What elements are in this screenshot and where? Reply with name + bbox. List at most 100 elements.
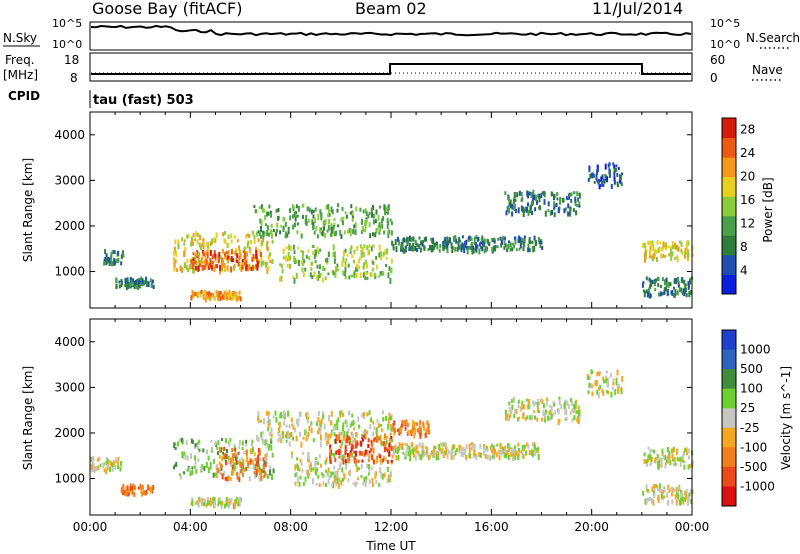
heatmap-cell	[247, 461, 250, 466]
heatmap-cell	[365, 476, 368, 481]
heatmap-cell	[649, 241, 652, 245]
heatmap-cell	[642, 490, 645, 496]
colorbar-band	[722, 196, 736, 217]
heatmap-cell	[129, 485, 132, 491]
heatmap-cell	[309, 272, 312, 278]
heatmap-cell	[283, 414, 286, 420]
heatmap-cell	[346, 431, 349, 437]
heatmap-cell	[526, 415, 529, 420]
heatmap-cell	[113, 258, 116, 265]
heatmap-cell	[287, 251, 290, 257]
heatmap-cell	[356, 477, 359, 481]
heatmap-cell	[241, 259, 244, 263]
heatmap-cell	[533, 235, 536, 241]
heatmap-cell	[183, 471, 185, 475]
heatmap-cell	[237, 259, 240, 265]
heatmap-cell	[644, 498, 647, 505]
heatmap-cell	[486, 448, 489, 453]
heatmap-cell	[651, 486, 654, 492]
heatmap-cell	[289, 432, 291, 438]
heatmap-cell	[371, 443, 374, 448]
heatmap-cell	[138, 280, 141, 285]
heatmap-cell	[441, 448, 444, 454]
heatmap-cell	[671, 245, 674, 249]
heatmap-cell	[250, 266, 253, 271]
heatmap-cell	[379, 423, 382, 427]
heatmap-cell	[528, 399, 531, 405]
heatmap-cell	[613, 164, 616, 169]
heatmap-cell	[594, 380, 597, 386]
heatmap-cell	[516, 192, 519, 197]
heatmap-cell	[402, 451, 405, 455]
heatmap-cell	[424, 445, 427, 450]
heatmap-cell	[312, 438, 315, 443]
heatmap-cell	[666, 289, 669, 294]
heatmap-cell	[424, 237, 427, 242]
heatmap-cell	[336, 437, 339, 442]
heatmap-cell	[351, 439, 354, 444]
heatmap-cell	[118, 284, 121, 289]
heatmap-cell	[174, 442, 177, 446]
heatmap-cell	[533, 401, 536, 407]
heatmap-cell	[410, 429, 413, 434]
heatmap-cell	[520, 192, 523, 196]
heatmap-cell	[319, 424, 322, 429]
noise-sky-line	[90, 24, 692, 37]
heatmap-cell	[115, 457, 117, 464]
heatmap-cell	[498, 449, 501, 455]
heatmap-cell	[493, 245, 496, 252]
heatmap-cell	[369, 233, 372, 239]
heatmap-cell	[111, 465, 114, 471]
heatmap-cell	[124, 280, 127, 286]
heatmap-cell	[675, 450, 678, 456]
heatmap-cell	[613, 171, 616, 177]
heatmap-cell	[687, 496, 690, 502]
heatmap-cell	[422, 421, 425, 427]
heatmap-cell	[426, 453, 429, 458]
heatmap-cell	[666, 447, 669, 452]
noise-left-tick-hi: 10^5	[52, 17, 82, 30]
heatmap-cell	[394, 239, 397, 245]
heatmap-cell	[680, 458, 683, 462]
heatmap-cell	[245, 264, 248, 270]
heatmap-cell	[615, 164, 618, 168]
heatmap-cell	[214, 255, 217, 261]
heatmap-cell	[257, 237, 260, 242]
heatmap-cell	[120, 279, 123, 282]
heatmap-cell	[202, 293, 205, 300]
heatmap-cell	[425, 429, 428, 434]
heatmap-cell	[407, 238, 409, 244]
heatmap-cell	[209, 249, 212, 256]
heatmap-cell	[577, 419, 580, 425]
heatmap-cell	[687, 286, 690, 290]
heatmap-cell	[553, 402, 556, 407]
heatmap-cell	[344, 261, 347, 268]
heatmap-cell	[563, 403, 566, 410]
heatmap-cell	[463, 247, 466, 254]
heatmap-cell	[310, 468, 313, 473]
heatmap-cell	[386, 435, 388, 439]
heatmap-cell	[344, 459, 347, 464]
heatmap-cell	[509, 247, 512, 252]
heatmap-cell	[199, 235, 202, 241]
heatmap-cell	[221, 501, 224, 506]
heatmap-cell	[550, 413, 553, 420]
heatmap-cell	[674, 462, 677, 467]
heatmap-cell	[347, 477, 350, 482]
heatmap-cell	[183, 242, 186, 246]
heatmap-cell	[317, 430, 319, 435]
heatmap-cell	[258, 475, 261, 480]
heatmap-cell	[666, 491, 669, 498]
heatmap-cell	[294, 427, 297, 433]
heatmap-cell	[602, 376, 605, 381]
heatmap-cell	[282, 216, 285, 222]
heatmap-cell	[379, 456, 382, 462]
heatmap-cell	[372, 261, 375, 265]
heatmap-cell	[109, 259, 112, 265]
heatmap-cell	[675, 487, 678, 492]
heatmap-cell	[350, 431, 353, 436]
heatmap-cell	[655, 249, 658, 254]
heatmap-cell	[268, 443, 271, 448]
heatmap-cell	[351, 215, 354, 220]
heatmap-cell	[90, 463, 93, 470]
